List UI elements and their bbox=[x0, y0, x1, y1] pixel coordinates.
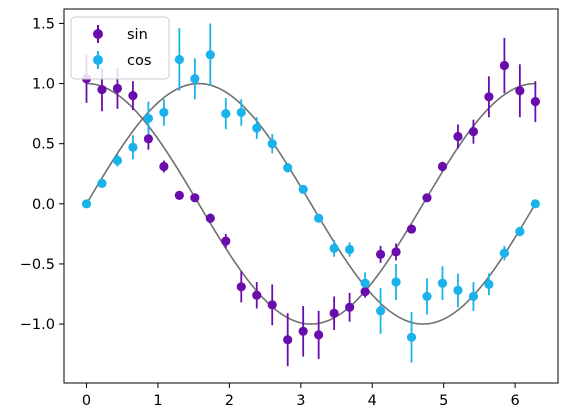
point-cos bbox=[205, 50, 215, 60]
legend-entry-sin: sin bbox=[93, 25, 148, 43]
x-tick-label: 5 bbox=[439, 393, 448, 409]
point-sin bbox=[360, 287, 370, 297]
point-cos bbox=[329, 243, 339, 253]
point-cos bbox=[314, 213, 324, 223]
point-sin bbox=[298, 326, 308, 336]
point-cos bbox=[391, 277, 401, 287]
y-tick-label: 1.0 bbox=[32, 77, 55, 93]
point-sin bbox=[375, 249, 386, 259]
fit-curves bbox=[85, 82, 537, 325]
point-sin bbox=[190, 193, 200, 203]
point-cos bbox=[190, 74, 200, 84]
legend-marker-cos bbox=[93, 55, 103, 65]
point-cos bbox=[143, 113, 154, 124]
point-cos bbox=[468, 291, 479, 302]
point-cos bbox=[375, 306, 386, 316]
point-sin bbox=[236, 282, 246, 292]
y-tick-label: 1.5 bbox=[32, 16, 55, 32]
legend-label-sin: sin bbox=[127, 27, 148, 43]
point-cos bbox=[128, 142, 138, 152]
x-axis-ticks: 0 1 2 3 4 5 6 bbox=[82, 383, 520, 409]
point-cos bbox=[530, 199, 540, 209]
fit-curve-cos bbox=[86, 82, 536, 325]
y-axis-ticks: −1.0 −0.5 0.0 0.5 1.0 1.5 bbox=[20, 16, 64, 333]
point-cos bbox=[81, 199, 92, 209]
point-cos bbox=[283, 163, 293, 173]
point-cos bbox=[267, 139, 277, 149]
y-tick-label: 0.5 bbox=[32, 137, 55, 153]
y-tick-label: −0.5 bbox=[20, 257, 55, 273]
point-cos bbox=[298, 184, 308, 194]
point-cos bbox=[406, 332, 417, 342]
point-sin bbox=[143, 134, 154, 144]
point-cos bbox=[159, 107, 169, 118]
point-cos bbox=[97, 178, 107, 188]
x-tick-label: 3 bbox=[296, 393, 305, 409]
point-cos bbox=[236, 107, 246, 118]
point-cos bbox=[422, 291, 432, 302]
point-sin bbox=[97, 84, 107, 95]
point-sin bbox=[221, 236, 231, 246]
point-sin bbox=[128, 90, 138, 101]
point-cos bbox=[515, 226, 525, 237]
point-sin bbox=[406, 224, 417, 234]
point-sin bbox=[468, 127, 479, 137]
y-tick-label: 0.0 bbox=[32, 197, 55, 213]
point-cos bbox=[252, 123, 262, 133]
point-cos bbox=[499, 248, 509, 258]
y-tick-label: −1.0 bbox=[20, 317, 55, 333]
legend-box bbox=[70, 16, 170, 80]
point-cos bbox=[453, 285, 463, 296]
point-sin bbox=[391, 247, 401, 257]
point-sin bbox=[252, 290, 262, 300]
point-sin bbox=[174, 190, 184, 200]
point-cos bbox=[174, 54, 184, 65]
legend-marker-sin bbox=[93, 29, 103, 39]
point-sin bbox=[329, 308, 339, 318]
x-tick-label: 0 bbox=[82, 393, 91, 409]
point-sin bbox=[484, 92, 494, 102]
point-sin bbox=[267, 300, 277, 310]
legend-label-cos: cos bbox=[127, 53, 151, 69]
point-cos bbox=[360, 278, 370, 288]
point-sin bbox=[499, 60, 509, 71]
point-sin bbox=[314, 330, 324, 340]
x-tick-label: 6 bbox=[511, 393, 520, 409]
point-cos bbox=[345, 244, 355, 255]
point-sin bbox=[530, 96, 540, 107]
fit-curve-sin bbox=[85, 82, 537, 325]
point-cos bbox=[221, 109, 231, 119]
point-sin bbox=[345, 302, 355, 312]
legend: sin cos bbox=[70, 16, 170, 80]
point-sin bbox=[422, 193, 432, 203]
plot-frame bbox=[63, 8, 559, 384]
point-sin bbox=[112, 83, 123, 93]
point-sin bbox=[205, 213, 215, 223]
point-sin bbox=[159, 161, 169, 172]
point-sin bbox=[453, 131, 463, 142]
point-sin bbox=[437, 161, 448, 172]
x-tick-label: 1 bbox=[153, 393, 162, 409]
point-cos bbox=[484, 279, 494, 289]
x-tick-label: 4 bbox=[368, 393, 377, 409]
point-cos bbox=[437, 278, 448, 288]
point-sin bbox=[283, 335, 293, 345]
legend-entry-cos: cos bbox=[93, 51, 151, 69]
x-tick-label: 2 bbox=[225, 393, 234, 409]
point-cos bbox=[112, 155, 123, 166]
data-points bbox=[81, 50, 540, 345]
point-sin bbox=[515, 86, 525, 96]
